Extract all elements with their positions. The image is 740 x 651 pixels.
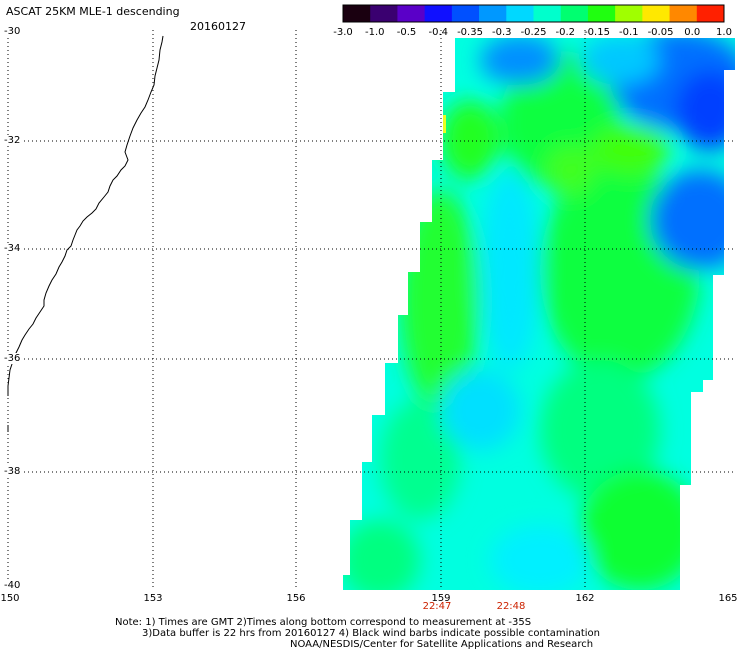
colorbar-segment <box>642 5 671 22</box>
pass-time-1: 22:47 <box>422 601 452 612</box>
y-label-30: -30 <box>3 26 22 37</box>
x-label-150: 150 <box>0 593 20 604</box>
colorbar-tick-label: -0.3 <box>491 27 512 38</box>
colorbar-segment <box>587 5 616 22</box>
colorbar-tick-label: 0.0 <box>684 27 701 38</box>
colorbar-segment <box>533 5 562 22</box>
colorbar-tick-label: -0.1 <box>618 27 639 38</box>
map-date: 20160127 <box>190 20 246 33</box>
y-label-34: -34 <box>3 243 22 254</box>
y-label-32: -32 <box>3 135 22 146</box>
colorbar-segment <box>479 5 507 22</box>
pass-time-2: 22:48 <box>496 601 526 612</box>
colorbar-tick-label: -1.0 <box>364 27 385 38</box>
map-title: ASCAT 25KM MLE-1 descending <box>6 5 180 18</box>
x-label-156: 156 <box>286 593 306 604</box>
colorbar-segment <box>506 5 534 22</box>
colorbar-tick-label: -0.05 <box>647 27 674 38</box>
colorbar-segment <box>669 5 698 22</box>
x-label-162: 162 <box>575 593 595 604</box>
colorbar-segment <box>451 5 480 22</box>
colorbar-tick-label: 1.0 <box>716 27 732 38</box>
y-label-36: -36 <box>3 353 22 364</box>
gridlines <box>7 30 735 590</box>
colorbar-tick-label: -0.2 <box>555 27 576 38</box>
colorbar-tick-label: -0.35 <box>457 27 483 38</box>
note-line-3: NOAA/NESDIS/Center for Satellite Applica… <box>290 639 594 650</box>
x-label-165: 165 <box>718 593 738 604</box>
y-label-38: -38 <box>3 466 22 477</box>
x-label-153: 153 <box>143 593 163 604</box>
x-label-159: 159 <box>431 593 451 604</box>
colorbar-tick-label: -0.25 <box>520 27 547 38</box>
note-line-2: 3)Data buffer is 22 hrs from 20160127 4)… <box>142 628 600 639</box>
colorbar-tick-label: -0.15 <box>584 27 610 38</box>
colorbar-segment <box>370 5 398 22</box>
colorbar-segment <box>397 5 426 22</box>
coastline <box>7 35 164 396</box>
colorbar-segment <box>696 5 725 22</box>
colorbar-segment <box>560 5 589 22</box>
colorbar-tick-label: -3.0 <box>333 27 353 38</box>
colorbar-segment <box>615 5 643 22</box>
swath-field <box>343 38 735 590</box>
colorbar-tick-label: -0.4 <box>428 27 449 38</box>
y-label-40: -40 <box>3 580 22 591</box>
colorbar-segment <box>343 5 371 22</box>
note-line-1: Note: 1) Times are GMT 2)Times along bot… <box>115 617 532 628</box>
colorbar-tick-label: -0.5 <box>396 27 417 38</box>
colorbar-segment <box>424 5 453 22</box>
